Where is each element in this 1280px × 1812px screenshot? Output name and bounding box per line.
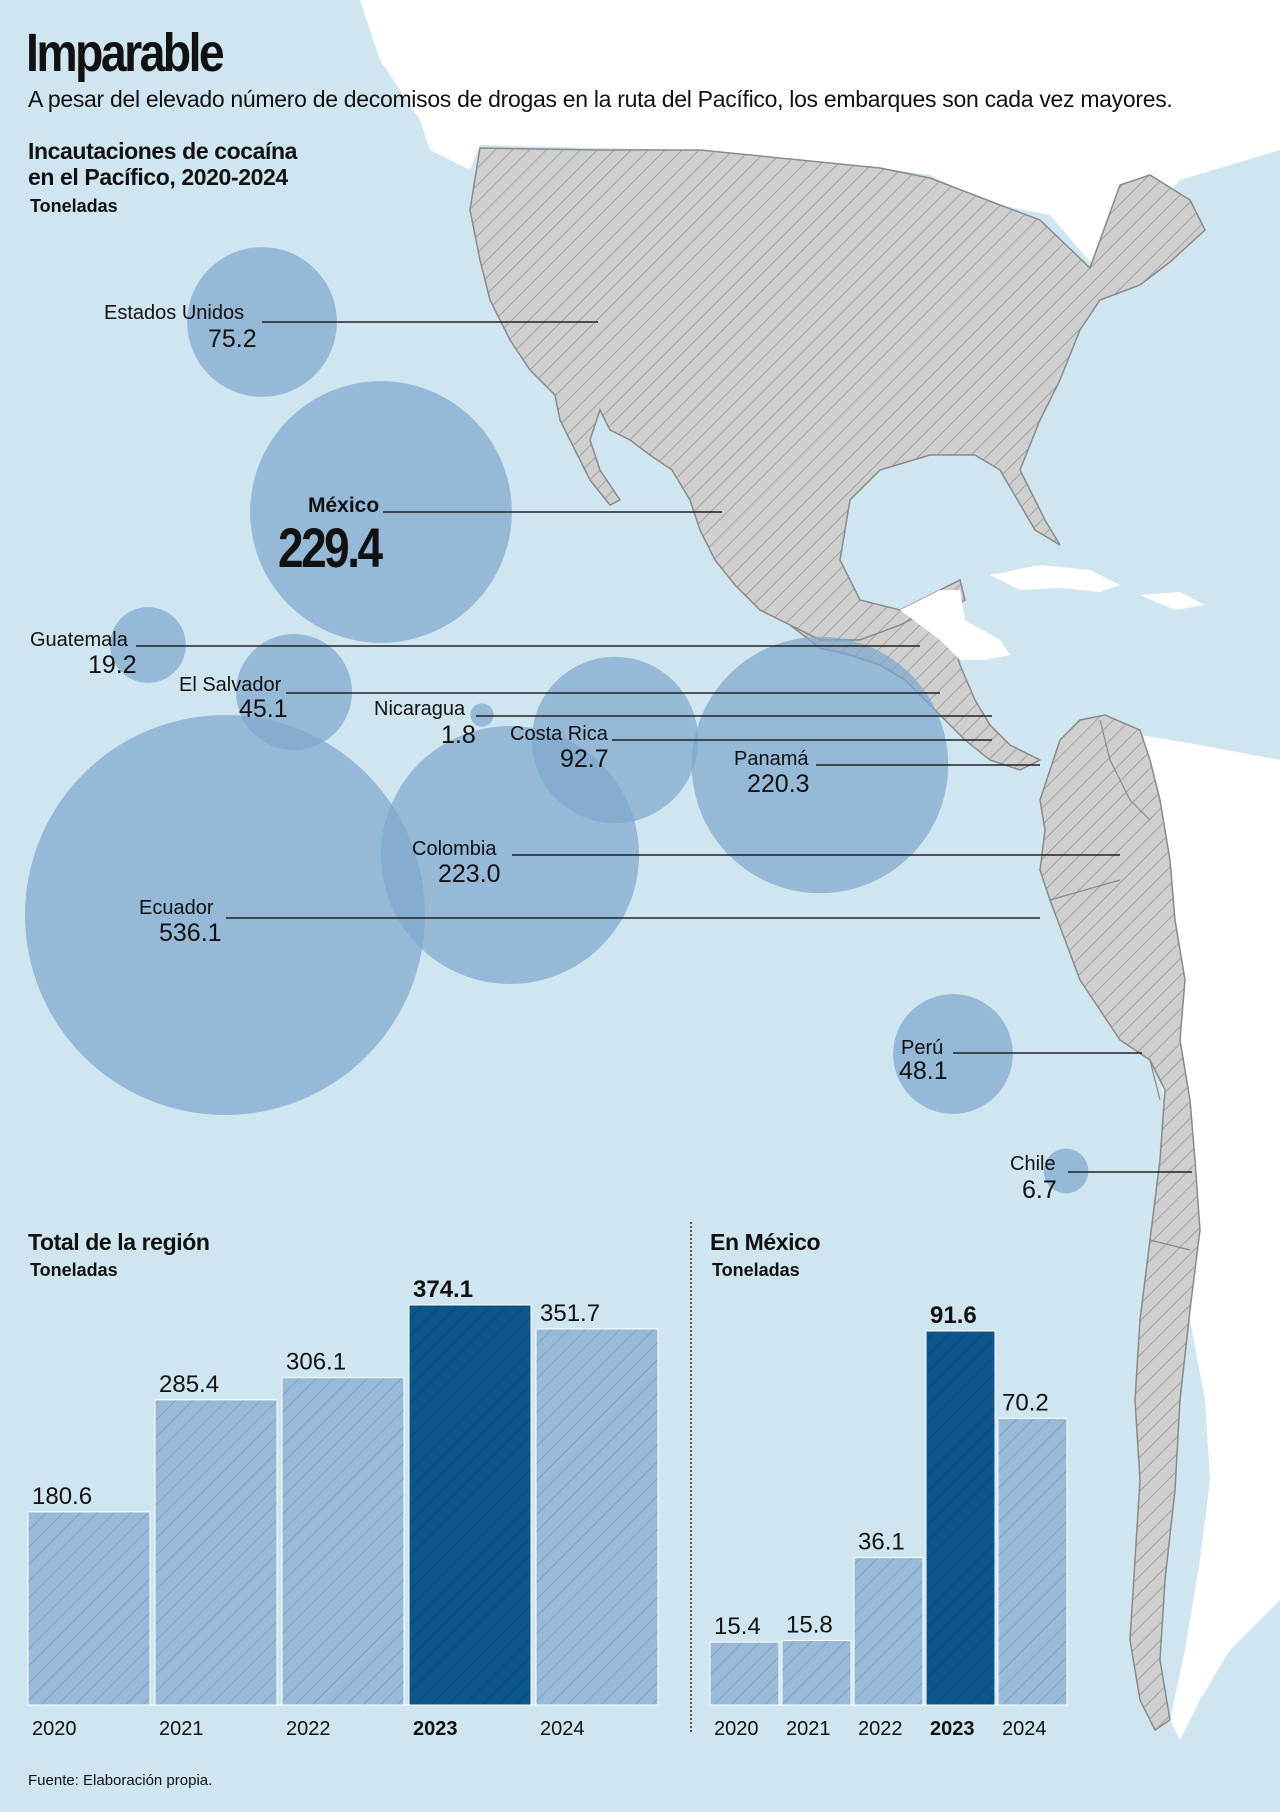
bubble-label-el-salvador: El Salvador	[179, 674, 282, 696]
map-section-title: Incautaciones de cocaína en el Pacífico,…	[28, 138, 297, 190]
bar-value-2022: 306.1	[286, 1349, 346, 1376]
bar-value-2022: 36.1	[858, 1529, 905, 1556]
bubble-nicaragua	[470, 703, 494, 727]
bubble-label-colombia: Colombia	[412, 838, 497, 860]
bubble-label-costa-rica: Costa Rica	[510, 723, 608, 745]
bubble-colombia	[381, 726, 639, 984]
map-section-unit: Toneladas	[30, 196, 118, 216]
cuba-island	[990, 565, 1120, 592]
bar-2020	[709, 1641, 780, 1706]
bar-value-2020: 15.4	[714, 1613, 761, 1640]
bubble-value-guatemala: 19.2	[88, 651, 137, 679]
tick-label-2021: 2021	[159, 1718, 204, 1740]
bubble-value-ecuador: 536.1	[159, 919, 222, 947]
bubble-value-estados-unidos: 75.2	[208, 325, 257, 353]
tick-label-2024: 2024	[1002, 1718, 1047, 1740]
bubble-value-peru: 48.1	[899, 1057, 948, 1085]
bubble-value-mexico: 229.4	[278, 516, 383, 579]
page-title: Imparable	[26, 23, 225, 83]
bar-2020	[27, 1511, 151, 1706]
bubble-label-mexico: México	[308, 494, 380, 517]
tick-label-2023: 2023	[413, 1718, 458, 1740]
tick-label-2020: 2020	[714, 1718, 759, 1740]
yucatan-landmass	[900, 590, 1010, 660]
tick-label-2022: 2022	[286, 1718, 331, 1740]
bar-value-2023: 374.1	[413, 1276, 473, 1303]
bubble-ecuador	[25, 715, 425, 1115]
bar-value-2020: 180.6	[32, 1483, 92, 1510]
bubble-value-colombia: 223.0	[438, 860, 501, 888]
mexico-bar-chart: 15.4 2020 15.8 2021 36.1 2022 91.6 2023 70.2 2024	[709, 1302, 1068, 1740]
greenland-landmass	[1060, 0, 1280, 80]
tick-label-2021: 2021	[786, 1718, 831, 1740]
bubble-value-nicaragua: 1.8	[441, 721, 476, 749]
bar-2022	[853, 1557, 924, 1706]
bar-2023	[925, 1330, 996, 1706]
map-title-line1: Incautaciones de cocaína	[28, 138, 298, 164]
bar-value-2024: 351.7	[540, 1300, 600, 1327]
region-chart-title: Total de la región	[28, 1229, 210, 1255]
bar-2021	[154, 1399, 278, 1706]
bar-value-2023: 91.6	[930, 1302, 977, 1329]
bar-2021	[781, 1639, 852, 1706]
bar-2022	[281, 1377, 405, 1706]
bubble-label-panama: Panamá	[734, 748, 809, 770]
bubble-value-panama: 220.3	[747, 770, 810, 798]
pacific-coast-landmass	[1039, 714, 1201, 1732]
tick-label-2020: 2020	[32, 1718, 77, 1740]
bubble-label-estados-unidos: Estados Unidos	[104, 302, 245, 324]
bubble-label-peru: Perú	[901, 1037, 944, 1059]
bubble-label-ecuador: Ecuador	[139, 897, 214, 919]
bar-value-2024: 70.2	[1002, 1389, 1049, 1416]
bar-2024	[997, 1417, 1068, 1706]
canada-landmass	[360, 0, 1280, 262]
bubble-value-el-salvador: 45.1	[239, 695, 288, 723]
bar-2023	[408, 1304, 532, 1706]
region-bar-chart: 180.6 2020 285.4 2021 306.1 2022 374.1 2023 351.…	[27, 1276, 659, 1740]
bubble-chile	[1043, 1148, 1089, 1194]
chart-divider	[690, 1222, 692, 1732]
mexico-chart-unit: Toneladas	[712, 1260, 800, 1280]
bubble-mexico	[250, 381, 512, 643]
bubble-guatemala	[110, 607, 186, 683]
region-chart-unit: Toneladas	[30, 1260, 118, 1280]
bubble-value-costa-rica: 92.7	[560, 745, 609, 773]
tick-label-2024: 2024	[540, 1718, 585, 1740]
bubble-value-chile: 6.7	[1022, 1176, 1057, 1204]
tick-label-2022: 2022	[858, 1718, 903, 1740]
hispaniola-island	[1140, 592, 1205, 610]
source-note: Fuente: Elaboración propia.	[28, 1772, 213, 1789]
country-borders	[1049, 719, 1191, 1251]
bubble-peru	[893, 994, 1013, 1114]
bar-value-2021: 15.8	[786, 1611, 833, 1638]
page-subtitle: A pesar del elevado número de decomisos …	[28, 86, 1173, 112]
map-title-line2: en el Pacífico, 2020-2024	[28, 164, 288, 190]
tick-label-2023: 2023	[930, 1718, 975, 1740]
bar-2024	[535, 1328, 659, 1706]
mexico-chart-title: En México	[710, 1229, 821, 1255]
bubble-label-guatemala: Guatemala	[30, 629, 128, 651]
bubble-label-nicaragua: Nicaragua	[374, 698, 466, 720]
bar-value-2021: 285.4	[159, 1371, 219, 1398]
bubble-label-chile: Chile	[1010, 1153, 1056, 1175]
